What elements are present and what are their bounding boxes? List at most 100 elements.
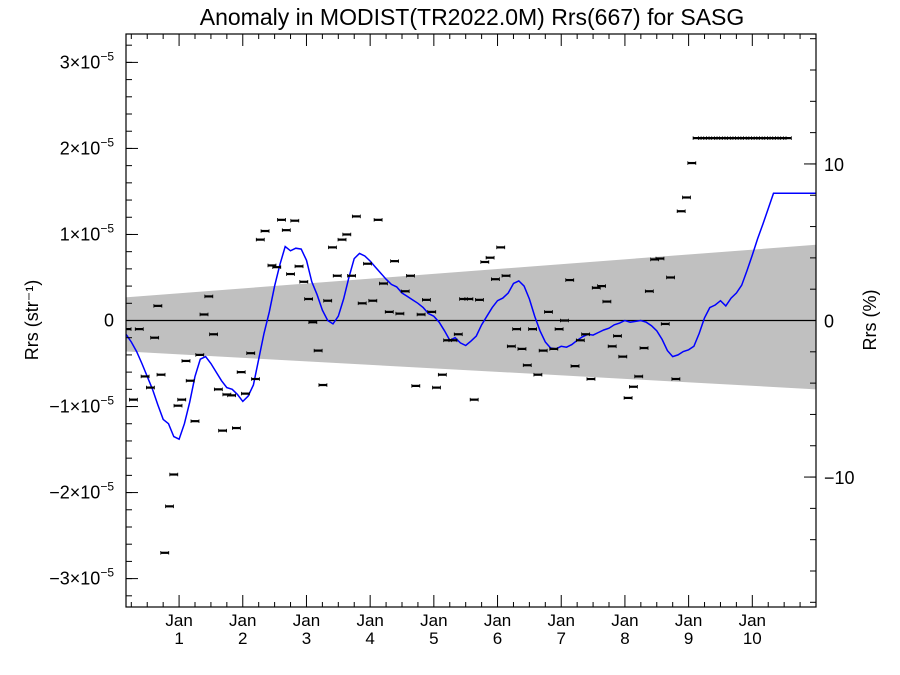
confidence-band-layer xyxy=(126,244,816,390)
data-point xyxy=(255,237,265,242)
data-point xyxy=(687,161,697,165)
data-point xyxy=(586,377,596,381)
data-point xyxy=(411,384,421,388)
data-point xyxy=(496,245,506,250)
data-point xyxy=(634,374,644,379)
smoothed-line-layer xyxy=(126,192,816,441)
x-tick-month-label: Jan xyxy=(229,611,256,630)
data-point xyxy=(517,347,527,351)
data-point xyxy=(236,370,246,374)
x-tick-year-label: 4 xyxy=(365,629,374,648)
data-point xyxy=(427,310,437,314)
data-point xyxy=(469,397,479,402)
data-point xyxy=(156,372,166,377)
x-tick-year-label: 6 xyxy=(493,629,502,648)
data-point xyxy=(368,298,378,303)
data-point xyxy=(181,359,191,363)
data-point xyxy=(607,344,617,349)
data-point xyxy=(286,272,295,276)
data-point xyxy=(448,338,458,343)
data-point xyxy=(373,218,383,222)
data-point xyxy=(209,332,218,337)
x-tick-month-label: Jan xyxy=(356,611,383,630)
data-point xyxy=(190,419,200,423)
x-tick-month-label: Jan xyxy=(675,611,702,630)
data-point xyxy=(308,320,318,325)
data-point xyxy=(304,297,313,301)
data-point xyxy=(475,298,484,302)
x-tick-month-label: Jan xyxy=(165,611,192,630)
data-point xyxy=(506,344,516,349)
data-point xyxy=(173,403,183,408)
data-point xyxy=(575,338,585,343)
data-point xyxy=(522,363,532,368)
x-tick-month-label: Jan xyxy=(611,611,638,630)
data-point xyxy=(671,377,681,381)
data-point xyxy=(160,550,170,555)
data-point xyxy=(538,348,548,353)
data-point xyxy=(549,347,559,351)
data-point xyxy=(290,218,300,223)
x-tick-month-label: Jan xyxy=(739,611,766,630)
data-point xyxy=(272,265,282,269)
x-tick-year-label: 9 xyxy=(684,629,693,648)
data-point xyxy=(332,273,342,278)
data-point xyxy=(169,472,179,477)
data-point xyxy=(146,385,155,390)
left-y-axis: −3×10−5 −2×10−5 −1×10−5 0 1×10−5 2×10−5 3×10−5 xyxy=(49,44,138,597)
data-point xyxy=(294,264,304,269)
data-point xyxy=(277,218,286,222)
data-point xyxy=(204,294,214,299)
right-tick-label: −10 xyxy=(824,468,855,488)
left-tick-label: 3×10−5 xyxy=(60,49,115,72)
data-point xyxy=(400,289,410,294)
data-point xyxy=(241,391,250,396)
data-point xyxy=(363,261,372,266)
data-point xyxy=(227,393,237,398)
left-tick-label: 0 xyxy=(104,311,114,331)
data-point xyxy=(528,327,537,331)
data-point xyxy=(357,301,367,306)
data-point xyxy=(480,260,490,264)
data-point xyxy=(676,209,686,214)
data-point xyxy=(165,504,174,509)
data-point xyxy=(437,372,447,377)
x-axis: Jan1Jan2Jan3Jan4Jan5Jan6Jan7Jan8Jan9Jan1… xyxy=(130,34,801,648)
data-point xyxy=(379,281,388,286)
left-tick-label: −1×10−5 xyxy=(49,394,114,417)
data-point xyxy=(501,273,511,278)
x-tick-month-label: Jan xyxy=(484,611,511,630)
x-tick-year-label: 2 xyxy=(238,629,247,648)
data-point xyxy=(384,310,394,314)
data-point xyxy=(565,278,575,282)
data-point xyxy=(328,245,337,250)
data-point xyxy=(416,312,426,317)
x-tick-year-label: 7 xyxy=(556,629,565,648)
data-point xyxy=(246,351,256,355)
data-points-layer xyxy=(126,136,792,555)
data-point xyxy=(666,275,675,280)
data-point xyxy=(560,318,569,323)
data-point xyxy=(313,348,323,353)
data-point xyxy=(126,327,132,331)
smoothed-anomaly-line xyxy=(126,192,816,441)
data-point xyxy=(134,327,144,331)
x-tick-year-label: 3 xyxy=(302,629,311,648)
left-tick-label: −2×10−5 xyxy=(49,480,114,503)
x-tick-year-label: 1 xyxy=(174,629,183,648)
data-point xyxy=(613,334,622,338)
right-y-axis-label: Rrs (%) xyxy=(860,290,880,351)
left-tick-label: 1×10−5 xyxy=(60,221,115,244)
chart-title: Anomaly in MODIST(TR2022.0M) Rrs(667) fo… xyxy=(200,4,744,30)
data-point xyxy=(351,214,361,219)
data-point xyxy=(629,384,638,389)
x-tick-year-label: 10 xyxy=(743,629,762,648)
right-tick-label: 10 xyxy=(824,155,844,175)
data-point xyxy=(554,327,564,331)
x-tick-year-label: 5 xyxy=(429,629,438,648)
data-point xyxy=(422,298,431,302)
data-point xyxy=(260,229,270,233)
data-point xyxy=(660,322,670,326)
data-point xyxy=(485,255,495,260)
